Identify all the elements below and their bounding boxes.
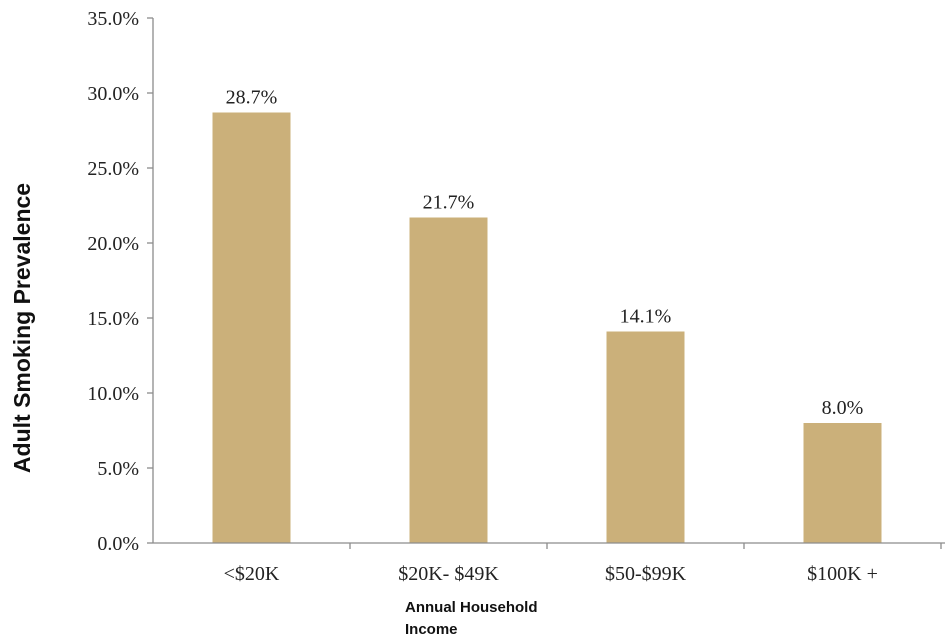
y-tick-label: 5.0% (97, 458, 139, 480)
x-category-label: $50-$99K (605, 563, 687, 585)
bar (606, 331, 685, 543)
x-axis-title-line-2: Income (405, 621, 458, 638)
bar (409, 217, 488, 543)
y-tick-label: 20.0% (87, 233, 139, 255)
data-label: 8.0% (822, 397, 864, 419)
x-axis-title-line-1: Annual Household (405, 599, 538, 616)
bar (803, 423, 882, 543)
y-tick-label: 0.0% (97, 533, 139, 555)
data-label: 14.1% (620, 306, 672, 328)
y-axis-title: Adult Smoking Prevalence (9, 183, 35, 473)
data-label: 28.7% (226, 87, 278, 109)
data-label: 21.7% (423, 192, 475, 214)
x-axis-category-labels: <$20K $20K- $49K $50-$99K $100K + (224, 543, 942, 585)
y-tick-label: 10.0% (87, 383, 139, 405)
data-labels: 28.7% 21.7% 14.1% 8.0% (226, 87, 864, 420)
bars (212, 112, 882, 543)
x-category-label: $100K + (807, 563, 878, 585)
y-tick-label: 25.0% (87, 158, 139, 180)
y-tick-label: 15.0% (87, 308, 139, 330)
x-category-label: $20K- $49K (398, 563, 499, 585)
x-category-label: <$20K (224, 563, 280, 585)
y-axis-ticks: 0.0% 5.0% 10.0% 15.0% 20.0% 25.0% 30.0% 35.0% (87, 8, 153, 555)
bar (212, 112, 291, 543)
y-tick-label: 30.0% (87, 83, 139, 105)
y-tick-label: 35.0% (87, 8, 139, 30)
x-axis-title: Annual Household Income (405, 599, 542, 638)
